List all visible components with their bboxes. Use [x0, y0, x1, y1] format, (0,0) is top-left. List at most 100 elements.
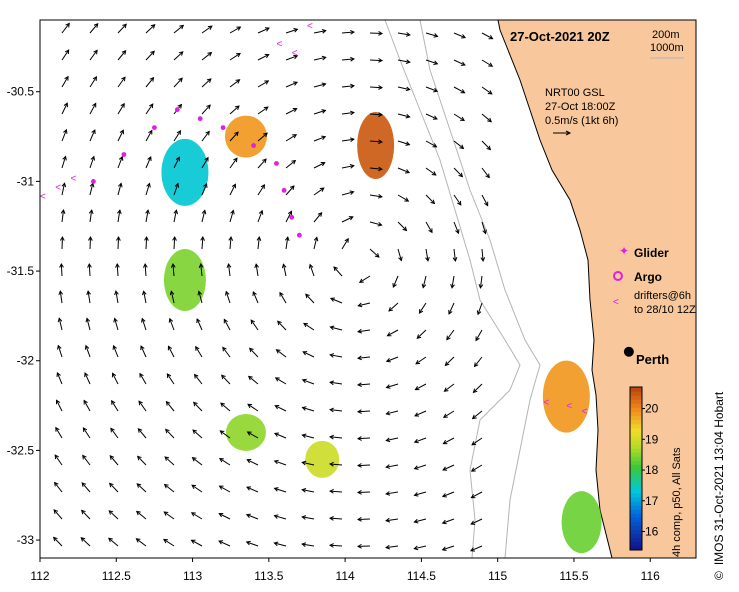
current-arrow [369, 248, 380, 258]
current-arrow [385, 437, 399, 443]
current-arrow [222, 346, 231, 358]
bathymetry-contours [384, 19, 541, 559]
current-arrow [61, 182, 67, 196]
current-arrow [52, 536, 63, 547]
current-arrow [385, 410, 399, 416]
current-arrow [145, 129, 153, 142]
current-arrow [201, 182, 208, 196]
drifter-point: < [292, 48, 298, 59]
current-arrow [329, 461, 343, 467]
y-axis: -30.5 -31 -31.5 -32 -32.5 -33 [7, 85, 40, 547]
current-source-label: NRT00 GSL [545, 87, 605, 99]
current-arrow [109, 455, 119, 466]
current-arrow [284, 236, 290, 250]
current-arrow [229, 131, 239, 142]
current-arrow [273, 514, 287, 520]
current-arrow [198, 263, 204, 277]
current-arrow [53, 481, 63, 493]
sst-patch [161, 138, 209, 206]
contour-label-200m: 200m [652, 29, 680, 41]
y-tick-label: -33 [17, 533, 35, 547]
y-tick-label: -32.5 [7, 443, 35, 457]
current-arrow [201, 209, 207, 223]
current-arrow [165, 400, 175, 412]
current-arrow [341, 110, 355, 116]
x-tick-label: 113.5 [254, 569, 283, 583]
glider-point [152, 125, 157, 130]
current-arrow [257, 184, 266, 196]
current-arrow [413, 464, 427, 470]
current-arrow [257, 132, 268, 142]
current-arrow [220, 374, 231, 385]
current-arrow [357, 355, 371, 361]
x-tick-label: 115 [488, 569, 507, 583]
current-arrow [54, 454, 63, 466]
current-arrow [301, 378, 315, 385]
current-arrow [301, 487, 315, 493]
current-arrow [453, 32, 467, 39]
current-arrow [285, 134, 298, 142]
current-arrow [145, 209, 150, 223]
current-arrow [173, 51, 184, 61]
current-arrow [61, 128, 68, 142]
current-arrow [413, 545, 427, 551]
current-arrow [229, 105, 240, 115]
current-arrow [416, 329, 427, 339]
current-arrow [470, 464, 483, 472]
current-time-label: 27-Oct 18:00Z [545, 101, 616, 113]
current-arrow [247, 375, 259, 385]
current-arrow [285, 81, 298, 88]
x-axis: 112 112.5 113 113.5 114 114.5 115 115.5 116 [30, 558, 660, 583]
drifter-legend-icon: < [613, 297, 619, 308]
coastline [497, 19, 697, 559]
current-arrow [356, 436, 371, 441]
current-arrow [313, 82, 327, 88]
current-arrow [246, 431, 259, 439]
current-arrow [219, 430, 231, 439]
current-arrow [252, 290, 259, 304]
current-arrow [385, 517, 399, 523]
argo-legend-icon [613, 271, 623, 281]
colorbar-tick-label: 16 [645, 525, 659, 539]
x-tick-label: 112 [30, 569, 49, 583]
current-arrow [450, 275, 455, 289]
current-arrow [313, 28, 327, 34]
current-arrow [117, 23, 127, 34]
current-arrow [87, 262, 92, 277]
current-arrow [250, 319, 259, 331]
sst-patch [224, 115, 267, 158]
current-arrow [89, 129, 96, 142]
current-arrow [197, 290, 203, 304]
current-arrow [453, 113, 465, 122]
current-arrow [58, 290, 64, 304]
current-arrow [61, 102, 68, 115]
credit-label: © IMOS 31-Oct-2021 13:04 Hobart [712, 392, 726, 580]
current-arrow [225, 290, 231, 304]
current-arrow [444, 356, 455, 367]
current-arrow [218, 458, 231, 466]
current-arrow [55, 399, 63, 412]
current-arrow [192, 429, 203, 439]
current-arrow [60, 209, 66, 223]
glider-point [220, 125, 226, 130]
current-arrow [341, 216, 354, 223]
current-arrow [285, 185, 295, 196]
current-arrow [172, 235, 177, 250]
current-arrow [329, 297, 343, 304]
current-arrow [220, 402, 231, 412]
current-arrow [333, 266, 343, 277]
current-arrow [144, 235, 149, 250]
drifter-point: < [276, 39, 282, 50]
current-arrow [301, 433, 315, 439]
current-arrow [425, 32, 439, 38]
current-arrow [141, 317, 147, 331]
current-arrow [136, 455, 147, 466]
argo-legend-label: Argo [634, 270, 662, 284]
current-arrow [89, 49, 98, 61]
glider-track [90, 107, 302, 238]
current-arrow [441, 518, 455, 525]
current-arrow [229, 52, 241, 61]
current-arrow [313, 55, 327, 61]
current-arrow [82, 454, 91, 466]
current-arrow [170, 263, 176, 277]
